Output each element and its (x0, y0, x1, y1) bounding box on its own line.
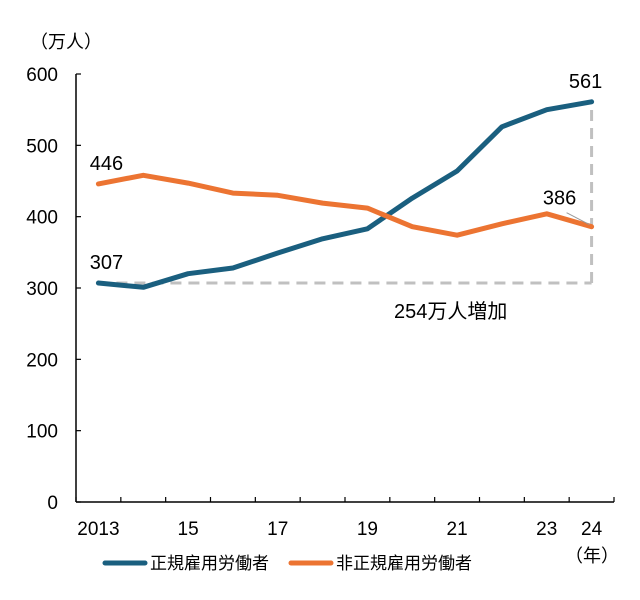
y-tick-label: 200 (26, 350, 58, 371)
increase-annotation-lines (98, 101, 594, 285)
data-label: 386 (543, 188, 576, 210)
data-label: 446 (90, 153, 123, 175)
leader-line (566, 212, 590, 226)
x-tick-label: 2013 (77, 519, 119, 540)
legend-label-non-regular: 非正規雇用労働者 (336, 554, 472, 573)
x-tick-label: 23 (536, 519, 557, 540)
y-tick-label: 400 (26, 208, 58, 229)
labels-layer: 307 446 561 386 (90, 71, 603, 274)
series-layer (95, 99, 595, 290)
y-axis-unit-label: （万人） (30, 32, 102, 52)
legend-item-regular: 正規雇用労働者 (102, 554, 269, 573)
legend: 正規雇用労働者 非正規雇用労働者 (102, 554, 472, 573)
x-tick-label: 21 (447, 519, 468, 540)
y-tick-label: 100 (26, 422, 58, 443)
data-label: 561 (569, 71, 602, 93)
series-line (95, 99, 595, 290)
axes: 0 100 200 300 400 500 600 2013 15 17 19 21 23 24 (26, 65, 615, 540)
series-regular (95, 99, 595, 290)
x-tick-label: 19 (357, 519, 378, 540)
y-tick-label: 500 (26, 136, 58, 157)
increase-annotation: 254万人増加 (394, 300, 507, 323)
y-tick-label: 600 (26, 65, 58, 86)
series-non-regular (95, 172, 595, 238)
data-label: 307 (90, 252, 123, 274)
x-tick-label: 15 (178, 519, 199, 540)
y-tick-label: 0 (47, 493, 58, 514)
y-tick-label: 300 (26, 279, 58, 300)
x-tick-label: 24 (581, 519, 603, 540)
x-axis-unit-label: （年） (565, 546, 619, 566)
legend-item-non-regular: 非正規雇用労働者 (288, 554, 472, 573)
x-tick-label: 17 (267, 519, 288, 540)
legend-label-regular: 正規雇用労働者 (150, 554, 269, 573)
series-line (95, 172, 595, 238)
